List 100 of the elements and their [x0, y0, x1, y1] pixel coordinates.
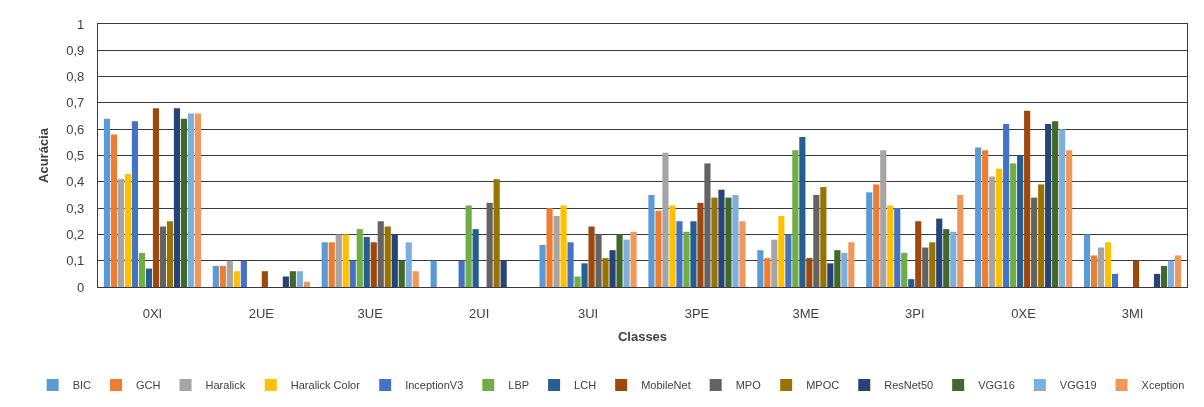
y-tick-label: 0,1 [66, 253, 85, 269]
x-tick-label: 3MI [1121, 305, 1144, 321]
y-tick-label: 1 [77, 16, 85, 32]
bar [792, 150, 799, 287]
bar [173, 108, 181, 287]
x-tick-label: 0XE [1011, 305, 1037, 321]
bar [321, 242, 328, 287]
bar [799, 137, 806, 287]
bar [282, 276, 289, 287]
bar [623, 239, 630, 287]
bar [1153, 273, 1161, 287]
bar [296, 271, 303, 287]
bar [546, 208, 553, 287]
bar [704, 163, 711, 287]
bar [588, 226, 595, 287]
bar [732, 194, 739, 287]
bar [616, 234, 623, 287]
bar [117, 179, 125, 287]
y-tick-label: 0,4 [66, 174, 85, 190]
bar [711, 197, 718, 287]
bar [1010, 163, 1017, 287]
bar [226, 260, 233, 287]
bar [539, 244, 546, 287]
bar [725, 197, 732, 287]
legend-label: Xception [1141, 379, 1185, 392]
bar [648, 194, 655, 287]
legend-label: Haralick [205, 379, 246, 392]
legend-label: ResNet50 [884, 379, 934, 392]
bar [887, 205, 894, 287]
bar [370, 242, 377, 287]
bar [1017, 155, 1024, 287]
y-tick-label: 0,8 [66, 69, 85, 85]
bar [996, 168, 1003, 287]
legend-label: Haralick Color [290, 379, 361, 392]
bar [676, 221, 683, 287]
x-tick-label: 3PI [904, 305, 925, 321]
bar [894, 208, 901, 287]
bar [412, 271, 419, 287]
bar [574, 276, 581, 287]
x-tick-label: 3ME [792, 305, 820, 321]
x-tick-label: 3UI [577, 305, 599, 321]
bar [943, 229, 950, 287]
bar [841, 252, 848, 287]
bar [848, 242, 855, 287]
y-tick-label: 0,3 [66, 200, 85, 216]
bar [219, 265, 226, 287]
bar [662, 152, 669, 287]
bar [303, 281, 310, 287]
y-tick-label: 0,6 [66, 121, 85, 137]
bar [929, 242, 936, 287]
bar [873, 184, 880, 287]
bar [1167, 260, 1175, 287]
x-tick-label: 3UE [357, 305, 384, 321]
bar [405, 242, 412, 287]
bar [458, 260, 465, 287]
bar [110, 134, 118, 287]
bar [1160, 265, 1168, 287]
bar [757, 250, 764, 287]
bar [975, 147, 982, 287]
bar [187, 113, 195, 287]
bar [950, 231, 957, 287]
bar [493, 179, 500, 287]
bar [778, 215, 785, 287]
bar [915, 221, 922, 287]
bar [806, 258, 813, 287]
bar [908, 279, 915, 287]
bar [922, 247, 929, 287]
bar [145, 268, 153, 287]
y-axis-title: Acurácia [36, 127, 52, 183]
bar [813, 194, 820, 287]
bar [1097, 247, 1105, 287]
bar [1024, 110, 1031, 287]
bar [465, 205, 472, 287]
x-tick-label: 0XI [142, 305, 163, 321]
bar [880, 150, 887, 287]
bar [377, 221, 384, 287]
bar [982, 150, 989, 287]
legend-label: VGG16 [978, 379, 1015, 392]
bar [391, 234, 398, 287]
bar [212, 265, 219, 287]
y-tick-label: 0,2 [66, 226, 85, 242]
bar [166, 221, 174, 287]
bar [1090, 255, 1098, 287]
bar [1052, 121, 1059, 287]
bar [630, 231, 637, 287]
bar [1104, 242, 1112, 287]
bar [609, 250, 616, 287]
legend-label: MobileNet [641, 379, 691, 392]
bar [957, 194, 964, 287]
bar [342, 234, 349, 287]
legend-label: LBP [508, 379, 530, 392]
x-tick-label: 2UE [248, 305, 275, 321]
legend-label: LCH [574, 379, 597, 392]
bar [936, 218, 943, 287]
bar [289, 271, 296, 287]
bar [718, 189, 725, 287]
bar [595, 234, 602, 287]
bar [233, 271, 240, 287]
bar [472, 229, 479, 287]
bar [138, 252, 146, 287]
